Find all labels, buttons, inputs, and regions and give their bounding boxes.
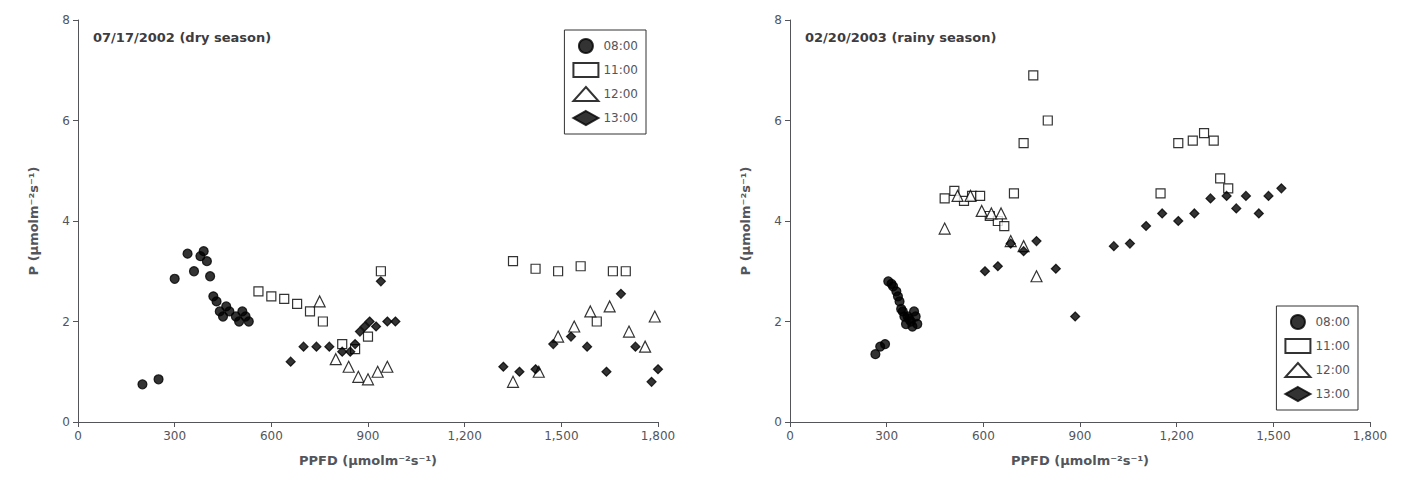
svg-text:08:00: 08:00 — [1315, 315, 1350, 329]
svg-text:13:00: 13:00 — [603, 111, 638, 125]
svg-text:1,500: 1,500 — [1256, 429, 1290, 443]
svg-text:300: 300 — [163, 429, 186, 443]
svg-text:0: 0 — [62, 415, 70, 429]
svg-text:6: 6 — [62, 114, 70, 128]
svg-text:P (μmolm⁻²s⁻¹): P (μmolm⁻²s⁻¹) — [738, 167, 753, 276]
svg-text:12:00: 12:00 — [603, 87, 638, 101]
svg-text:0: 0 — [774, 415, 782, 429]
svg-text:6: 6 — [774, 114, 782, 128]
svg-text:1,200: 1,200 — [447, 429, 481, 443]
svg-text:900: 900 — [1069, 429, 1092, 443]
svg-text:12:00: 12:00 — [1315, 363, 1350, 377]
svg-text:4: 4 — [774, 214, 782, 228]
svg-text:PPFD (μmolm⁻²s⁻¹): PPFD (μmolm⁻²s⁻¹) — [299, 453, 437, 468]
svg-text:2: 2 — [62, 315, 70, 329]
svg-text:900: 900 — [357, 429, 380, 443]
svg-text:0: 0 — [74, 429, 82, 443]
svg-text:8: 8 — [774, 13, 782, 27]
svg-text:2: 2 — [774, 315, 782, 329]
svg-text:1,200: 1,200 — [1159, 429, 1193, 443]
svg-text:08:00: 08:00 — [603, 39, 638, 53]
svg-text:1,800: 1,800 — [1353, 429, 1387, 443]
svg-text:4: 4 — [62, 214, 70, 228]
svg-text:07/17/2002 (dry season): 07/17/2002 (dry season) — [93, 30, 271, 45]
svg-text:600: 600 — [260, 429, 283, 443]
svg-text:11:00: 11:00 — [1315, 339, 1350, 353]
svg-text:P (μmolm⁻²s⁻¹): P (μmolm⁻²s⁻¹) — [26, 167, 41, 276]
svg-text:02/20/2003 (rainy season): 02/20/2003 (rainy season) — [805, 30, 996, 45]
svg-text:11:00: 11:00 — [603, 63, 638, 77]
svg-text:1,800: 1,800 — [641, 429, 675, 443]
svg-text:600: 600 — [972, 429, 995, 443]
svg-text:0: 0 — [786, 429, 794, 443]
svg-text:13:00: 13:00 — [1315, 387, 1350, 401]
svg-text:300: 300 — [875, 429, 898, 443]
svg-text:PPFD (μmolm⁻²s⁻¹): PPFD (μmolm⁻²s⁻¹) — [1011, 453, 1149, 468]
svg-text:8: 8 — [62, 13, 70, 27]
svg-text:1,500: 1,500 — [544, 429, 578, 443]
